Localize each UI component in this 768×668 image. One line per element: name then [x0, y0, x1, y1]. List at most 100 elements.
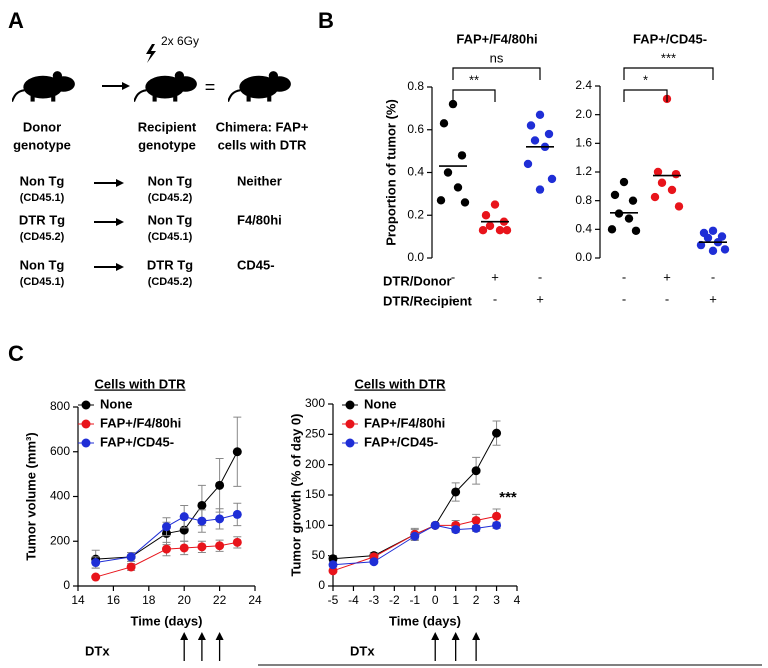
data-point — [628, 196, 638, 205]
x-tick-label: -4 — [348, 593, 359, 607]
chart-title: FAP+/F4/80hi — [456, 31, 537, 46]
x-tick-label: 22 — [213, 593, 227, 607]
dtx-label: DTx — [85, 643, 110, 658]
column-header: Recipient — [138, 119, 197, 134]
panel-label: A — [8, 8, 24, 33]
significance-bracket — [452, 67, 541, 80]
y-tick-label: 100 — [305, 518, 325, 532]
y-tick-label: 2.4 — [575, 78, 592, 92]
data-point — [443, 168, 453, 177]
data-point — [430, 520, 440, 530]
data-point — [457, 151, 467, 160]
panel-label: B — [318, 8, 334, 33]
data-point — [232, 537, 242, 547]
data-point — [451, 487, 461, 497]
significance-bracket — [623, 67, 714, 80]
column-header: genotype — [138, 137, 196, 152]
data-point — [179, 512, 189, 522]
x-tick-label: -2 — [389, 593, 400, 607]
y-tick-label: 0.0 — [575, 250, 592, 264]
data-point — [708, 226, 718, 235]
column-header: Donor — [23, 119, 61, 134]
data-point — [232, 509, 242, 519]
y-tick-label: 0.8 — [407, 79, 424, 93]
recipient-genotype: Non Tg — [148, 173, 193, 188]
data-point — [197, 500, 207, 510]
data-point — [526, 121, 536, 130]
y-tick-label: 2.0 — [575, 107, 592, 121]
x-axis-label: Time (days) — [389, 613, 461, 628]
x-tick-label: 18 — [142, 593, 156, 607]
column-header: Chimera: FAP+ — [216, 119, 309, 134]
legend-label: FAP+/F4/80hi — [364, 415, 445, 430]
data-point — [495, 226, 505, 235]
y-tick-label: 0.8 — [575, 193, 592, 207]
y-tick-label: 50 — [312, 548, 326, 562]
chimera-result: Neither — [237, 173, 282, 188]
donor-genotype: Non Tg — [20, 173, 65, 188]
significance-label: * — [643, 72, 648, 87]
data-point — [215, 480, 225, 490]
y-tick-label: 800 — [50, 399, 70, 413]
y-tick-label: 0.6 — [407, 122, 424, 136]
legend-marker — [81, 438, 91, 448]
legend-marker — [345, 438, 355, 448]
y-tick-label: 250 — [305, 427, 325, 441]
legend-marker — [81, 419, 91, 429]
data-point — [671, 169, 681, 179]
condition-sign: - — [451, 269, 455, 284]
y-tick-label: 150 — [305, 487, 325, 501]
donor-marker: (CD45.1) — [20, 192, 65, 204]
condition-sign: + — [663, 269, 671, 284]
data-point — [436, 196, 446, 205]
data-point — [451, 525, 461, 535]
y-tick-label: 400 — [50, 489, 70, 503]
x-tick-label: 20 — [178, 593, 192, 607]
data-point — [631, 226, 641, 235]
y-tick-label: 200 — [305, 457, 325, 471]
condition-label: DTR/Donor — [383, 273, 452, 288]
x-tick-label: 0 — [432, 593, 439, 607]
data-point — [535, 185, 545, 194]
data-point — [703, 233, 713, 243]
y-tick-label: 0.2 — [407, 207, 424, 221]
y-axis-label: Tumor volume (mm³) — [23, 432, 38, 560]
data-point — [485, 221, 495, 231]
y-tick-label: 0 — [63, 578, 70, 592]
data-point — [481, 211, 491, 220]
data-point — [544, 129, 554, 139]
data-point — [215, 514, 225, 524]
condition-sign: - — [622, 291, 626, 306]
data-point — [674, 202, 684, 211]
recipient-genotype: DTR Tg — [147, 257, 193, 272]
data-point — [667, 185, 677, 195]
condition-sign: - — [622, 269, 626, 284]
data-point — [657, 178, 667, 187]
condition-sign: - — [711, 269, 715, 284]
data-point — [232, 447, 242, 457]
y-tick-label: 200 — [50, 533, 70, 547]
y-axis-label: Tumor growth (% of day 0) — [288, 414, 303, 577]
donor-marker: (CD45.1) — [20, 276, 65, 288]
data-point — [179, 543, 189, 553]
legend-marker — [345, 419, 355, 429]
data-point — [607, 225, 617, 234]
y-tick-label: 600 — [50, 444, 70, 458]
donor-mouse — [12, 70, 76, 103]
y-tick-label: 0.0 — [407, 250, 424, 264]
data-point — [471, 466, 481, 476]
column-header: genotype — [13, 137, 71, 152]
significance-label: ns — [490, 50, 504, 65]
data-point — [535, 110, 545, 119]
irradiation-label: 2x 6Gy — [161, 34, 199, 48]
x-tick-label: 3 — [493, 593, 500, 607]
data-point — [91, 558, 101, 568]
significance-label: ** — [469, 72, 479, 87]
data-point — [215, 541, 225, 551]
data-point — [653, 167, 663, 177]
data-point — [471, 523, 481, 533]
data-point — [439, 119, 449, 128]
chimera-result: CD45- — [237, 257, 275, 272]
data-point — [328, 560, 338, 570]
